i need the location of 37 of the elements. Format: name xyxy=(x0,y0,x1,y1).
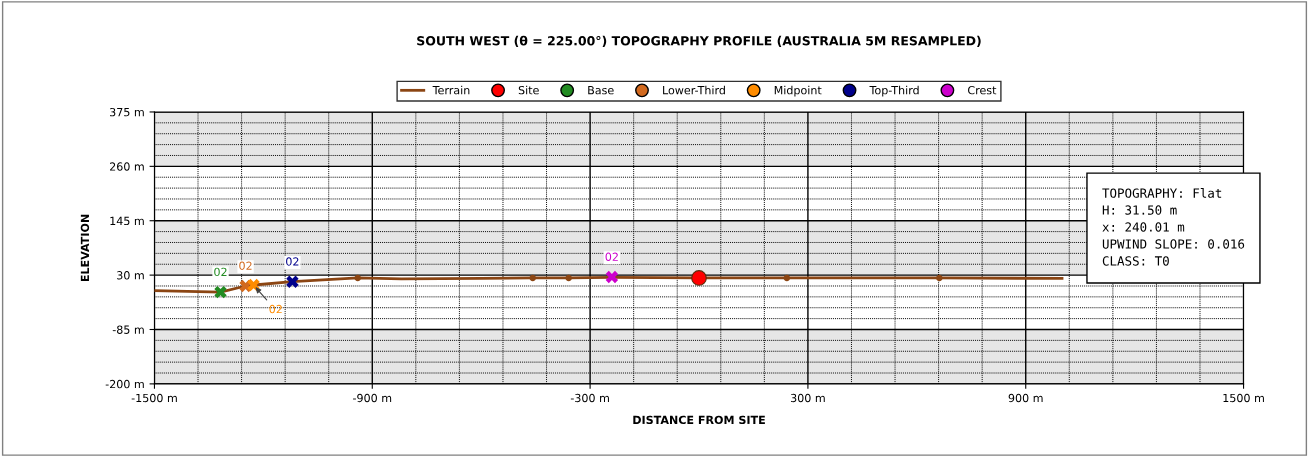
x-tick-label: -1500 m xyxy=(131,393,177,403)
x-axis-title: DISTANCE FROM SITE xyxy=(633,415,765,425)
annotation: 02 xyxy=(269,304,282,314)
x-tick-label: -300 m xyxy=(570,393,609,403)
y-tick-label: 30 m xyxy=(117,271,144,280)
x-tick-label: 900 m xyxy=(1008,393,1043,403)
point xyxy=(691,270,707,286)
annotation: TOPOGRAPHY: Flat H: 31.50 m x: 240.01 m UPWIND SLOPE: 0.016 CLASS: T0 xyxy=(1102,188,1245,266)
y-tick-label: -85 m xyxy=(112,325,144,334)
legend-label: Terrain xyxy=(432,85,470,95)
point xyxy=(286,275,299,288)
annotation: 02 xyxy=(239,261,252,270)
point xyxy=(783,274,791,282)
legend-label: Site xyxy=(518,85,539,95)
x-tick-label: -900 m xyxy=(353,393,392,403)
legend-label: Top-Third xyxy=(869,85,919,97)
chart-title: SOUTH WEST (θ = 225.00°) TOPOGRAPHY PROFILE (AUSTRALIA 5M RESAMPLED) xyxy=(417,35,981,47)
point xyxy=(214,285,227,299)
annotation: 02 xyxy=(286,257,299,266)
point xyxy=(529,274,536,282)
y-tick-label: 145 m xyxy=(110,216,144,226)
x-tick-label: 300 m xyxy=(790,393,825,403)
annotation: 02 xyxy=(214,267,227,277)
y-tick-label: 375 m xyxy=(110,107,144,117)
point xyxy=(605,270,619,284)
annotation: 02 xyxy=(605,252,618,261)
y-tick-label: 260 m xyxy=(109,162,144,171)
legend-label: Base xyxy=(588,86,614,95)
y-axis-title: ELEVATION xyxy=(80,214,90,282)
point xyxy=(565,274,572,282)
point xyxy=(936,274,943,282)
y-tick-label: -200 m xyxy=(105,379,144,389)
x-tick-label: 1500 m xyxy=(1223,393,1264,403)
point xyxy=(354,274,362,282)
legend-label: Lower-Third xyxy=(663,85,725,95)
legend-label: Midpoint xyxy=(774,85,822,97)
legend-label: Crest xyxy=(968,85,997,95)
